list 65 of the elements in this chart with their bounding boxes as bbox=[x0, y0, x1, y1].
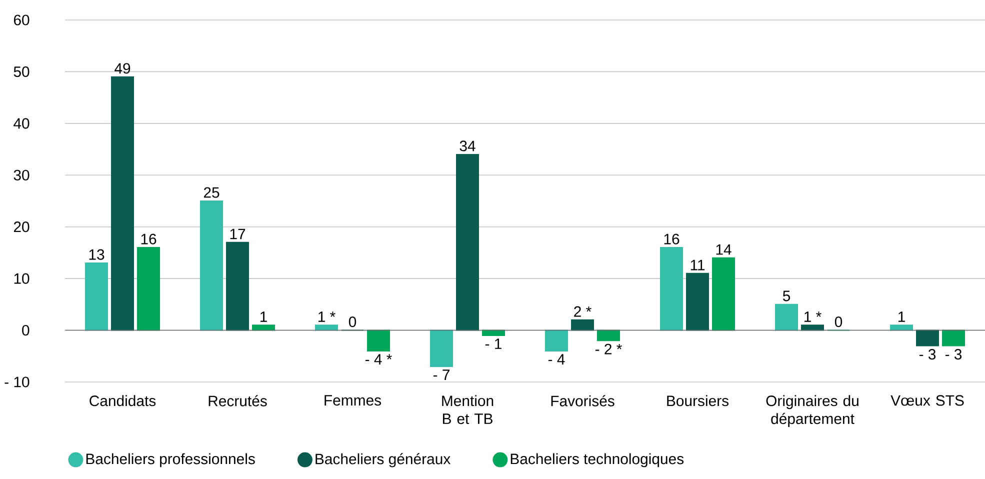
legend-label: Bacheliers professionnels bbox=[86, 453, 255, 468]
data-label: - 2 * bbox=[595, 344, 622, 354]
bar bbox=[660, 247, 684, 331]
x-tick-label: Boursiers bbox=[667, 395, 729, 406]
bar bbox=[252, 324, 276, 331]
y-tick-label: 30 bbox=[14, 170, 30, 180]
bar bbox=[545, 330, 568, 352]
x-tick-label: Recrutés bbox=[208, 395, 267, 406]
data-label: - 4 bbox=[548, 354, 565, 364]
y-tick-label: 10 bbox=[14, 273, 30, 284]
bar bbox=[942, 330, 966, 346]
bar bbox=[712, 257, 736, 331]
bar bbox=[85, 262, 108, 331]
y-tick-label: 40 bbox=[14, 118, 30, 129]
data-label: 1 * bbox=[804, 312, 822, 322]
x-tick-label: Favorisés bbox=[551, 395, 614, 406]
data-label: 34 bbox=[460, 140, 476, 152]
data-label: - 7 bbox=[433, 370, 450, 380]
bar bbox=[315, 324, 338, 331]
x-tick-label: Originaires du département bbox=[766, 395, 858, 428]
bar bbox=[137, 247, 160, 331]
y-tick-label: 50 bbox=[14, 66, 30, 77]
data-label: 11 bbox=[690, 260, 705, 270]
bar bbox=[597, 330, 620, 342]
data-label: 0 bbox=[834, 316, 842, 328]
y-tick-label: 20 bbox=[14, 222, 30, 232]
bar bbox=[430, 330, 454, 367]
bar bbox=[571, 319, 594, 331]
data-label: 2 * bbox=[574, 306, 592, 317]
y-tick-label: 0 bbox=[22, 324, 30, 336]
legend-label: Bacheliers technologiques bbox=[510, 453, 684, 468]
bar bbox=[367, 330, 390, 352]
bar bbox=[226, 242, 250, 331]
data-label: 13 bbox=[89, 249, 104, 260]
y-tick-label: - 10 bbox=[4, 376, 30, 388]
bar bbox=[890, 324, 914, 331]
data-label: 1 bbox=[898, 312, 905, 322]
data-label: 25 bbox=[204, 187, 220, 198]
data-label: - 3 bbox=[919, 348, 936, 360]
bar bbox=[111, 76, 134, 331]
bar bbox=[801, 324, 824, 331]
bar bbox=[775, 304, 798, 331]
data-label: 5 bbox=[782, 290, 790, 302]
bar bbox=[482, 330, 506, 336]
y-tick-label: 60 bbox=[14, 14, 30, 26]
x-tick-label: Femmes bbox=[324, 395, 382, 406]
data-label: 14 bbox=[716, 244, 732, 255]
bar bbox=[456, 154, 480, 331]
data-label: 16 bbox=[141, 234, 156, 244]
data-label: - 1 bbox=[485, 338, 502, 349]
bar bbox=[686, 272, 710, 331]
legend-label: Bacheliers généraux bbox=[316, 453, 450, 468]
x-tick-label: Vœux STS bbox=[890, 395, 964, 406]
bar bbox=[200, 200, 224, 331]
data-label: 16 bbox=[664, 234, 680, 244]
x-tick-label: Candidats bbox=[90, 395, 156, 406]
data-label: 49 bbox=[114, 63, 130, 74]
data-label: 1 bbox=[260, 312, 267, 322]
data-label: - 4 * bbox=[365, 354, 392, 364]
data-label: 0 bbox=[348, 316, 356, 328]
x-tick-label: Mention B et TB bbox=[442, 395, 494, 424]
data-label: - 3 bbox=[945, 348, 962, 360]
data-label: 17 bbox=[230, 228, 246, 240]
bar bbox=[916, 330, 940, 346]
data-label: 1 * bbox=[318, 312, 336, 322]
